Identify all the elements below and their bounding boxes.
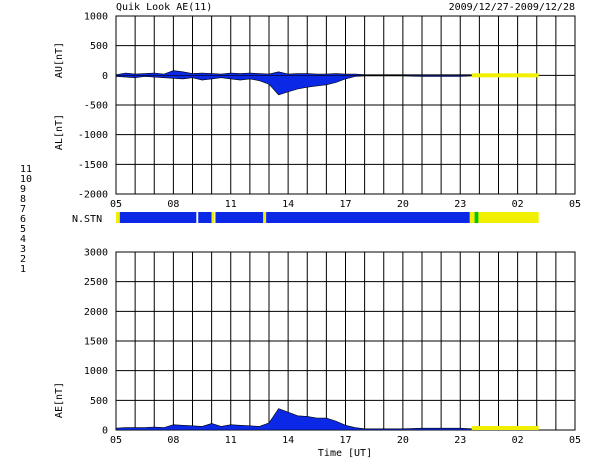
- y-tick-label: -1000: [78, 130, 108, 141]
- x-tick-label: 11: [225, 435, 237, 446]
- legend-entry: 7: [20, 204, 26, 215]
- al-series: [115, 75, 538, 96]
- legend-entry: 2: [20, 254, 26, 265]
- y-tick-label: 3000: [84, 248, 108, 259]
- station-count-bar: [116, 212, 539, 223]
- x-axis-label: Time [UT]: [318, 448, 372, 459]
- quiet-segment: [471, 73, 539, 78]
- legend-entry: 10: [20, 174, 32, 185]
- y-tick-label: 500: [90, 41, 108, 52]
- x-tick-label: 23: [454, 435, 466, 446]
- date-range: 2009/12/27-2009/12/28: [449, 2, 575, 13]
- y-tick-label: 2500: [84, 277, 108, 288]
- legend-entry: 8: [20, 194, 26, 205]
- station-segment: [478, 212, 539, 223]
- ae-axis-label: AE[nT]: [54, 382, 65, 418]
- x-tick-label: 14: [282, 435, 294, 446]
- x-tick-label: 05: [569, 435, 581, 446]
- station-segment: [119, 212, 197, 223]
- legend-entry: 1: [20, 264, 26, 275]
- y-tick-label: 500: [90, 396, 108, 407]
- station-segment: [263, 212, 267, 223]
- x-tick-label: 20: [397, 435, 409, 446]
- legend-entry: 6: [20, 214, 26, 225]
- legend-entry: 5: [20, 224, 26, 235]
- station-segment: [266, 212, 470, 223]
- y-tick-label: 1000: [84, 12, 108, 23]
- au-series: [115, 70, 538, 76]
- station-segment: [211, 212, 215, 223]
- y-tick-label: -2000: [78, 190, 108, 201]
- x-tick-label: 08: [167, 435, 179, 446]
- x-tick-label: 08: [167, 199, 179, 210]
- x-tick-label: 20: [397, 199, 409, 210]
- y-tick-label: 0: [102, 71, 108, 82]
- station-segment: [198, 212, 212, 223]
- y-tick-label: 0: [102, 426, 108, 437]
- legend-entry: 9: [20, 184, 26, 195]
- x-tick-label: 05: [110, 435, 122, 446]
- chart-title: Quik Look AE(11): [116, 2, 212, 13]
- station-segment: [116, 212, 120, 223]
- station-segment: [474, 212, 479, 223]
- x-tick-label: 02: [512, 199, 524, 210]
- nstn-label: N.STN: [72, 214, 102, 225]
- station-segment: [215, 212, 264, 223]
- au-axis-label: AU[nT]: [54, 42, 65, 78]
- legend-entry: 4: [20, 234, 26, 245]
- ae-series: [115, 408, 538, 431]
- x-tick-label: 05: [110, 199, 122, 210]
- legend-entry: 11: [20, 164, 32, 175]
- x-tick-label: 17: [339, 435, 351, 446]
- x-tick-label: 14: [282, 199, 294, 210]
- al-axis-label: AL[nT]: [54, 114, 65, 150]
- x-tick-label: 17: [339, 199, 351, 210]
- x-tick-label: 11: [225, 199, 237, 210]
- station-segment: [469, 212, 475, 223]
- quiet-segment: [471, 426, 539, 430]
- y-tick-label: 1500: [84, 337, 108, 348]
- y-tick-label: 2000: [84, 307, 108, 318]
- legend-entry: 3: [20, 244, 26, 255]
- x-tick-label: 23: [454, 199, 466, 210]
- x-tick-label: 02: [512, 435, 524, 446]
- x-tick-label: 05: [569, 199, 581, 210]
- y-tick-label: 1000: [84, 366, 108, 377]
- y-tick-label: -500: [84, 101, 108, 112]
- y-tick-label: -1500: [78, 160, 108, 171]
